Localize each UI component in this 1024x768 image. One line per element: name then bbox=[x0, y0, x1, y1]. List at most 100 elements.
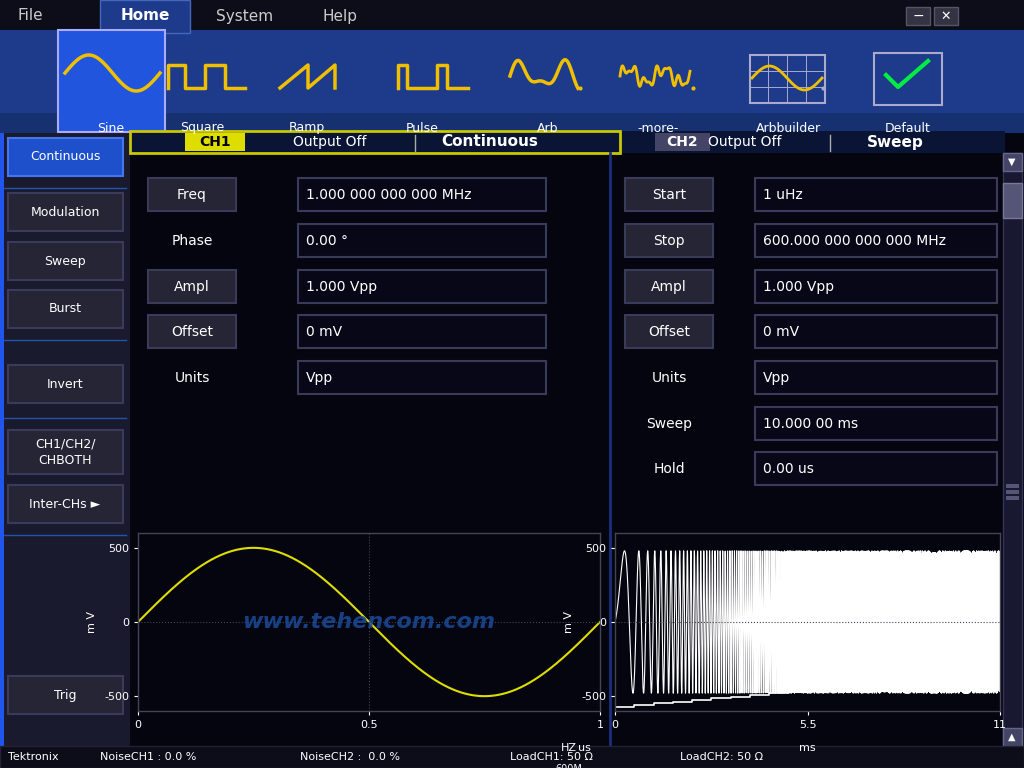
Bar bbox=[100, 0, 190, 33]
Bar bbox=[0, 746, 1024, 768]
Text: Sweep: Sweep bbox=[44, 254, 86, 267]
Text: Burst: Burst bbox=[48, 303, 82, 316]
Text: ✕: ✕ bbox=[941, 9, 951, 22]
Text: CH1: CH1 bbox=[200, 135, 230, 149]
Text: 0.00 us: 0.00 us bbox=[763, 462, 814, 476]
Text: HZ: HZ bbox=[561, 743, 577, 753]
Text: Sine: Sine bbox=[97, 121, 125, 134]
Bar bbox=[1002, 728, 1022, 746]
Text: Output Off: Output Off bbox=[293, 135, 367, 149]
Text: −: − bbox=[912, 9, 924, 23]
Text: Offset: Offset bbox=[648, 325, 690, 339]
Text: Arb: Arb bbox=[538, 121, 559, 134]
Bar bbox=[58, 30, 165, 132]
Text: Ampl: Ampl bbox=[174, 280, 210, 294]
Bar bbox=[625, 178, 713, 211]
Text: Stop: Stop bbox=[653, 234, 685, 248]
Bar bbox=[130, 153, 1002, 746]
Text: 0 mV: 0 mV bbox=[306, 325, 342, 339]
Text: Square: Square bbox=[180, 121, 224, 134]
Text: 1.000 000 000 000 MHz: 1.000 000 000 000 MHz bbox=[306, 188, 471, 202]
Text: ms: ms bbox=[799, 743, 816, 753]
Bar bbox=[298, 315, 546, 348]
Bar bbox=[755, 315, 997, 348]
Text: Pulse: Pulse bbox=[406, 121, 438, 134]
Text: 1.000 Vpp: 1.000 Vpp bbox=[306, 280, 377, 294]
Bar bbox=[755, 270, 997, 303]
Text: CH1/CH2/: CH1/CH2/ bbox=[35, 438, 95, 451]
Text: File: File bbox=[17, 8, 43, 24]
Text: Vpp: Vpp bbox=[763, 371, 791, 385]
Bar bbox=[1006, 490, 1019, 494]
Text: NoiseCH1 : 0.0 %: NoiseCH1 : 0.0 % bbox=[100, 752, 197, 762]
Text: Freq: Freq bbox=[177, 188, 207, 202]
Bar bbox=[298, 270, 546, 303]
Bar bbox=[298, 361, 546, 394]
Text: -more-: -more- bbox=[637, 121, 679, 134]
Text: Continuous: Continuous bbox=[30, 151, 100, 164]
Text: Default: Default bbox=[885, 121, 931, 134]
Text: us: us bbox=[578, 743, 591, 753]
Text: Vpp: Vpp bbox=[306, 371, 333, 385]
Text: CHBOTH: CHBOTH bbox=[38, 453, 92, 466]
Bar bbox=[655, 133, 710, 151]
Text: Ampl: Ampl bbox=[651, 280, 687, 294]
Text: Trig: Trig bbox=[53, 688, 76, 701]
Text: Sweep: Sweep bbox=[866, 134, 924, 150]
Text: Output Off: Output Off bbox=[709, 135, 781, 149]
Bar bbox=[8, 242, 123, 280]
Bar bbox=[8, 430, 123, 474]
Text: System: System bbox=[216, 8, 273, 24]
Text: Continuous: Continuous bbox=[441, 134, 539, 150]
Bar bbox=[625, 224, 713, 257]
Bar bbox=[0, 113, 1024, 133]
Text: 0.00 °: 0.00 ° bbox=[306, 234, 348, 248]
Text: NoiseCH2 :  0.0 %: NoiseCH2 : 0.0 % bbox=[300, 752, 400, 762]
Bar bbox=[298, 178, 546, 211]
Text: CH2: CH2 bbox=[667, 135, 697, 149]
Bar bbox=[755, 178, 997, 211]
Text: Sweep: Sweep bbox=[646, 417, 692, 431]
Bar bbox=[934, 7, 958, 25]
Text: Ramp: Ramp bbox=[289, 121, 326, 134]
Bar bbox=[0, 133, 4, 746]
Bar bbox=[8, 676, 123, 714]
Bar bbox=[130, 131, 620, 153]
Bar bbox=[755, 452, 997, 485]
Text: m V: m V bbox=[87, 611, 97, 633]
Bar bbox=[625, 315, 713, 348]
Text: ▼: ▼ bbox=[1009, 157, 1016, 167]
Text: Start: Start bbox=[652, 188, 686, 202]
Text: Hold: Hold bbox=[653, 462, 685, 476]
Bar bbox=[8, 365, 123, 403]
Bar bbox=[8, 193, 123, 231]
Bar bbox=[750, 55, 825, 103]
Text: Units: Units bbox=[174, 371, 210, 385]
Bar bbox=[8, 485, 123, 523]
Text: LoadCH1: 50 Ω: LoadCH1: 50 Ω bbox=[510, 752, 593, 762]
Text: 0 mV: 0 mV bbox=[763, 325, 799, 339]
Bar bbox=[1006, 484, 1019, 488]
Bar bbox=[874, 53, 942, 105]
Text: ▲: ▲ bbox=[1009, 732, 1016, 742]
Bar bbox=[755, 224, 997, 257]
Bar bbox=[148, 178, 236, 211]
Bar bbox=[755, 361, 997, 394]
Bar bbox=[1002, 153, 1022, 746]
Text: LoadCH2: 50 Ω: LoadCH2: 50 Ω bbox=[680, 752, 763, 762]
Text: Invert: Invert bbox=[47, 378, 83, 390]
Text: Home: Home bbox=[120, 8, 170, 24]
Bar bbox=[185, 133, 245, 151]
Text: m V: m V bbox=[564, 611, 573, 633]
Text: Units: Units bbox=[651, 371, 687, 385]
Bar bbox=[8, 290, 123, 328]
Text: Arbbuilder: Arbbuilder bbox=[756, 121, 820, 134]
Text: Phase: Phase bbox=[171, 234, 213, 248]
Bar bbox=[1002, 153, 1022, 171]
Text: 600M: 600M bbox=[555, 764, 583, 768]
Text: 10.000 00 ms: 10.000 00 ms bbox=[763, 417, 858, 431]
Bar bbox=[0, 133, 130, 746]
Bar bbox=[625, 270, 713, 303]
Bar bbox=[1006, 496, 1019, 500]
Text: 1 uHz: 1 uHz bbox=[763, 188, 803, 202]
